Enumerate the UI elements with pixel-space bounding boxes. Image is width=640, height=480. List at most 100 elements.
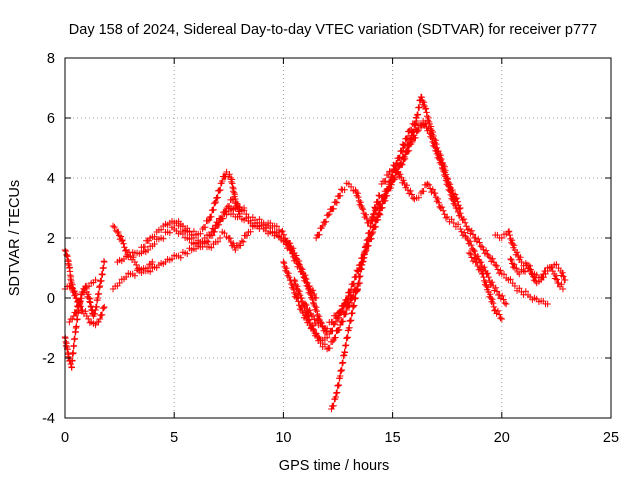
interpolated-points — [85, 283, 93, 290]
interpolated-points — [199, 240, 208, 250]
interpolated-points — [186, 235, 195, 247]
interpolated-points — [224, 171, 233, 180]
series-arc-10 — [227, 210, 320, 302]
data-point — [380, 192, 388, 200]
interpolated-points — [240, 232, 251, 246]
data-point — [444, 213, 451, 221]
interpolated-points — [212, 238, 222, 246]
data-point — [457, 225, 464, 233]
data-point — [358, 204, 366, 212]
interpolated-points — [233, 242, 244, 249]
series-arc-12 — [219, 219, 298, 257]
interpolated-points — [140, 247, 149, 256]
interpolated-points — [195, 230, 204, 238]
data-point — [149, 258, 156, 266]
interpolated-points — [520, 288, 529, 298]
data-point — [304, 282, 311, 290]
interpolated-points — [164, 256, 173, 264]
data-point — [328, 405, 335, 413]
series-arc-25 — [507, 255, 567, 293]
interpolated-points — [348, 267, 361, 288]
interpolated-points — [85, 315, 93, 326]
interpolated-points — [84, 291, 92, 300]
data-point — [529, 270, 536, 278]
interpolated-points — [190, 245, 200, 253]
data-points — [61, 93, 569, 413]
series-arc-05 — [109, 222, 156, 275]
axis-ticks: 0 5 10 15 20 25 -4 -2 0 2 4 6 8 — [42, 51, 619, 446]
data-point — [66, 318, 73, 326]
interpolated-points — [368, 206, 380, 221]
interpolated-points — [486, 291, 498, 314]
interpolated-points — [279, 227, 290, 246]
interpolated-points — [548, 264, 556, 275]
interpolated-points — [118, 275, 128, 283]
interpolated-points — [173, 219, 182, 230]
data-point — [79, 306, 86, 314]
interpolated-points — [425, 181, 436, 196]
interpolated-points — [205, 232, 216, 246]
interpolated-points — [558, 269, 568, 284]
series-arc-22 — [400, 117, 551, 308]
x-tick-label: 10 — [275, 430, 291, 446]
interpolated-points — [452, 221, 462, 230]
interpolated-points — [200, 217, 211, 231]
y-tick-label: -4 — [42, 411, 55, 427]
interpolated-points — [97, 271, 105, 285]
data-point — [297, 264, 305, 272]
interpolated-points — [151, 263, 160, 271]
x-axis-label: GPS time / hours — [279, 458, 389, 474]
interpolated-points — [291, 277, 304, 299]
data-point — [291, 276, 298, 284]
interpolated-points — [507, 276, 516, 287]
data-point — [109, 222, 117, 230]
interpolated-points — [533, 295, 543, 305]
interpolated-points — [333, 186, 345, 206]
interpolated-points — [446, 187, 459, 209]
data-point — [374, 204, 381, 212]
interpolated-points — [192, 237, 202, 246]
interpolated-points — [453, 205, 465, 221]
interpolated-points — [166, 224, 176, 236]
interpolated-points — [177, 249, 187, 261]
interpolated-points — [144, 267, 154, 275]
data-point — [332, 198, 340, 206]
interpolated-points — [247, 214, 256, 224]
interpolated-points — [254, 222, 263, 230]
series-arc-21 — [378, 161, 510, 308]
data-point — [122, 273, 130, 281]
y-tick-label: 4 — [47, 171, 55, 187]
x-tick-label: 5 — [170, 430, 178, 446]
data-point — [369, 228, 377, 236]
data-point — [450, 219, 457, 227]
data-point — [336, 321, 344, 329]
interpolated-points — [556, 281, 565, 290]
data-point — [542, 267, 549, 275]
interpolated-points — [505, 228, 518, 251]
y-tick-label: 8 — [47, 51, 55, 67]
interpolated-points — [90, 310, 98, 318]
interpolated-points — [116, 256, 125, 265]
interpolated-points — [473, 235, 484, 250]
data-point — [127, 252, 134, 260]
series-arc-16 — [312, 180, 372, 242]
data-point — [385, 171, 392, 179]
data-point — [516, 270, 523, 278]
series-arc-23 — [465, 249, 505, 323]
data-point — [92, 321, 99, 329]
interpolated-points — [146, 260, 155, 268]
interpolated-points — [80, 308, 89, 317]
interpolated-points — [303, 301, 314, 318]
interpolated-points — [186, 228, 195, 239]
interpolated-points — [119, 236, 129, 255]
interpolated-points — [179, 230, 189, 241]
data-point — [356, 264, 364, 272]
interpolated-points — [112, 282, 121, 290]
interpolated-points — [224, 196, 236, 210]
interpolated-points — [335, 302, 347, 317]
data-point — [212, 198, 219, 206]
interpolated-points — [70, 328, 79, 349]
data-point — [341, 300, 348, 308]
data-point — [502, 300, 510, 308]
data-point — [205, 216, 213, 224]
